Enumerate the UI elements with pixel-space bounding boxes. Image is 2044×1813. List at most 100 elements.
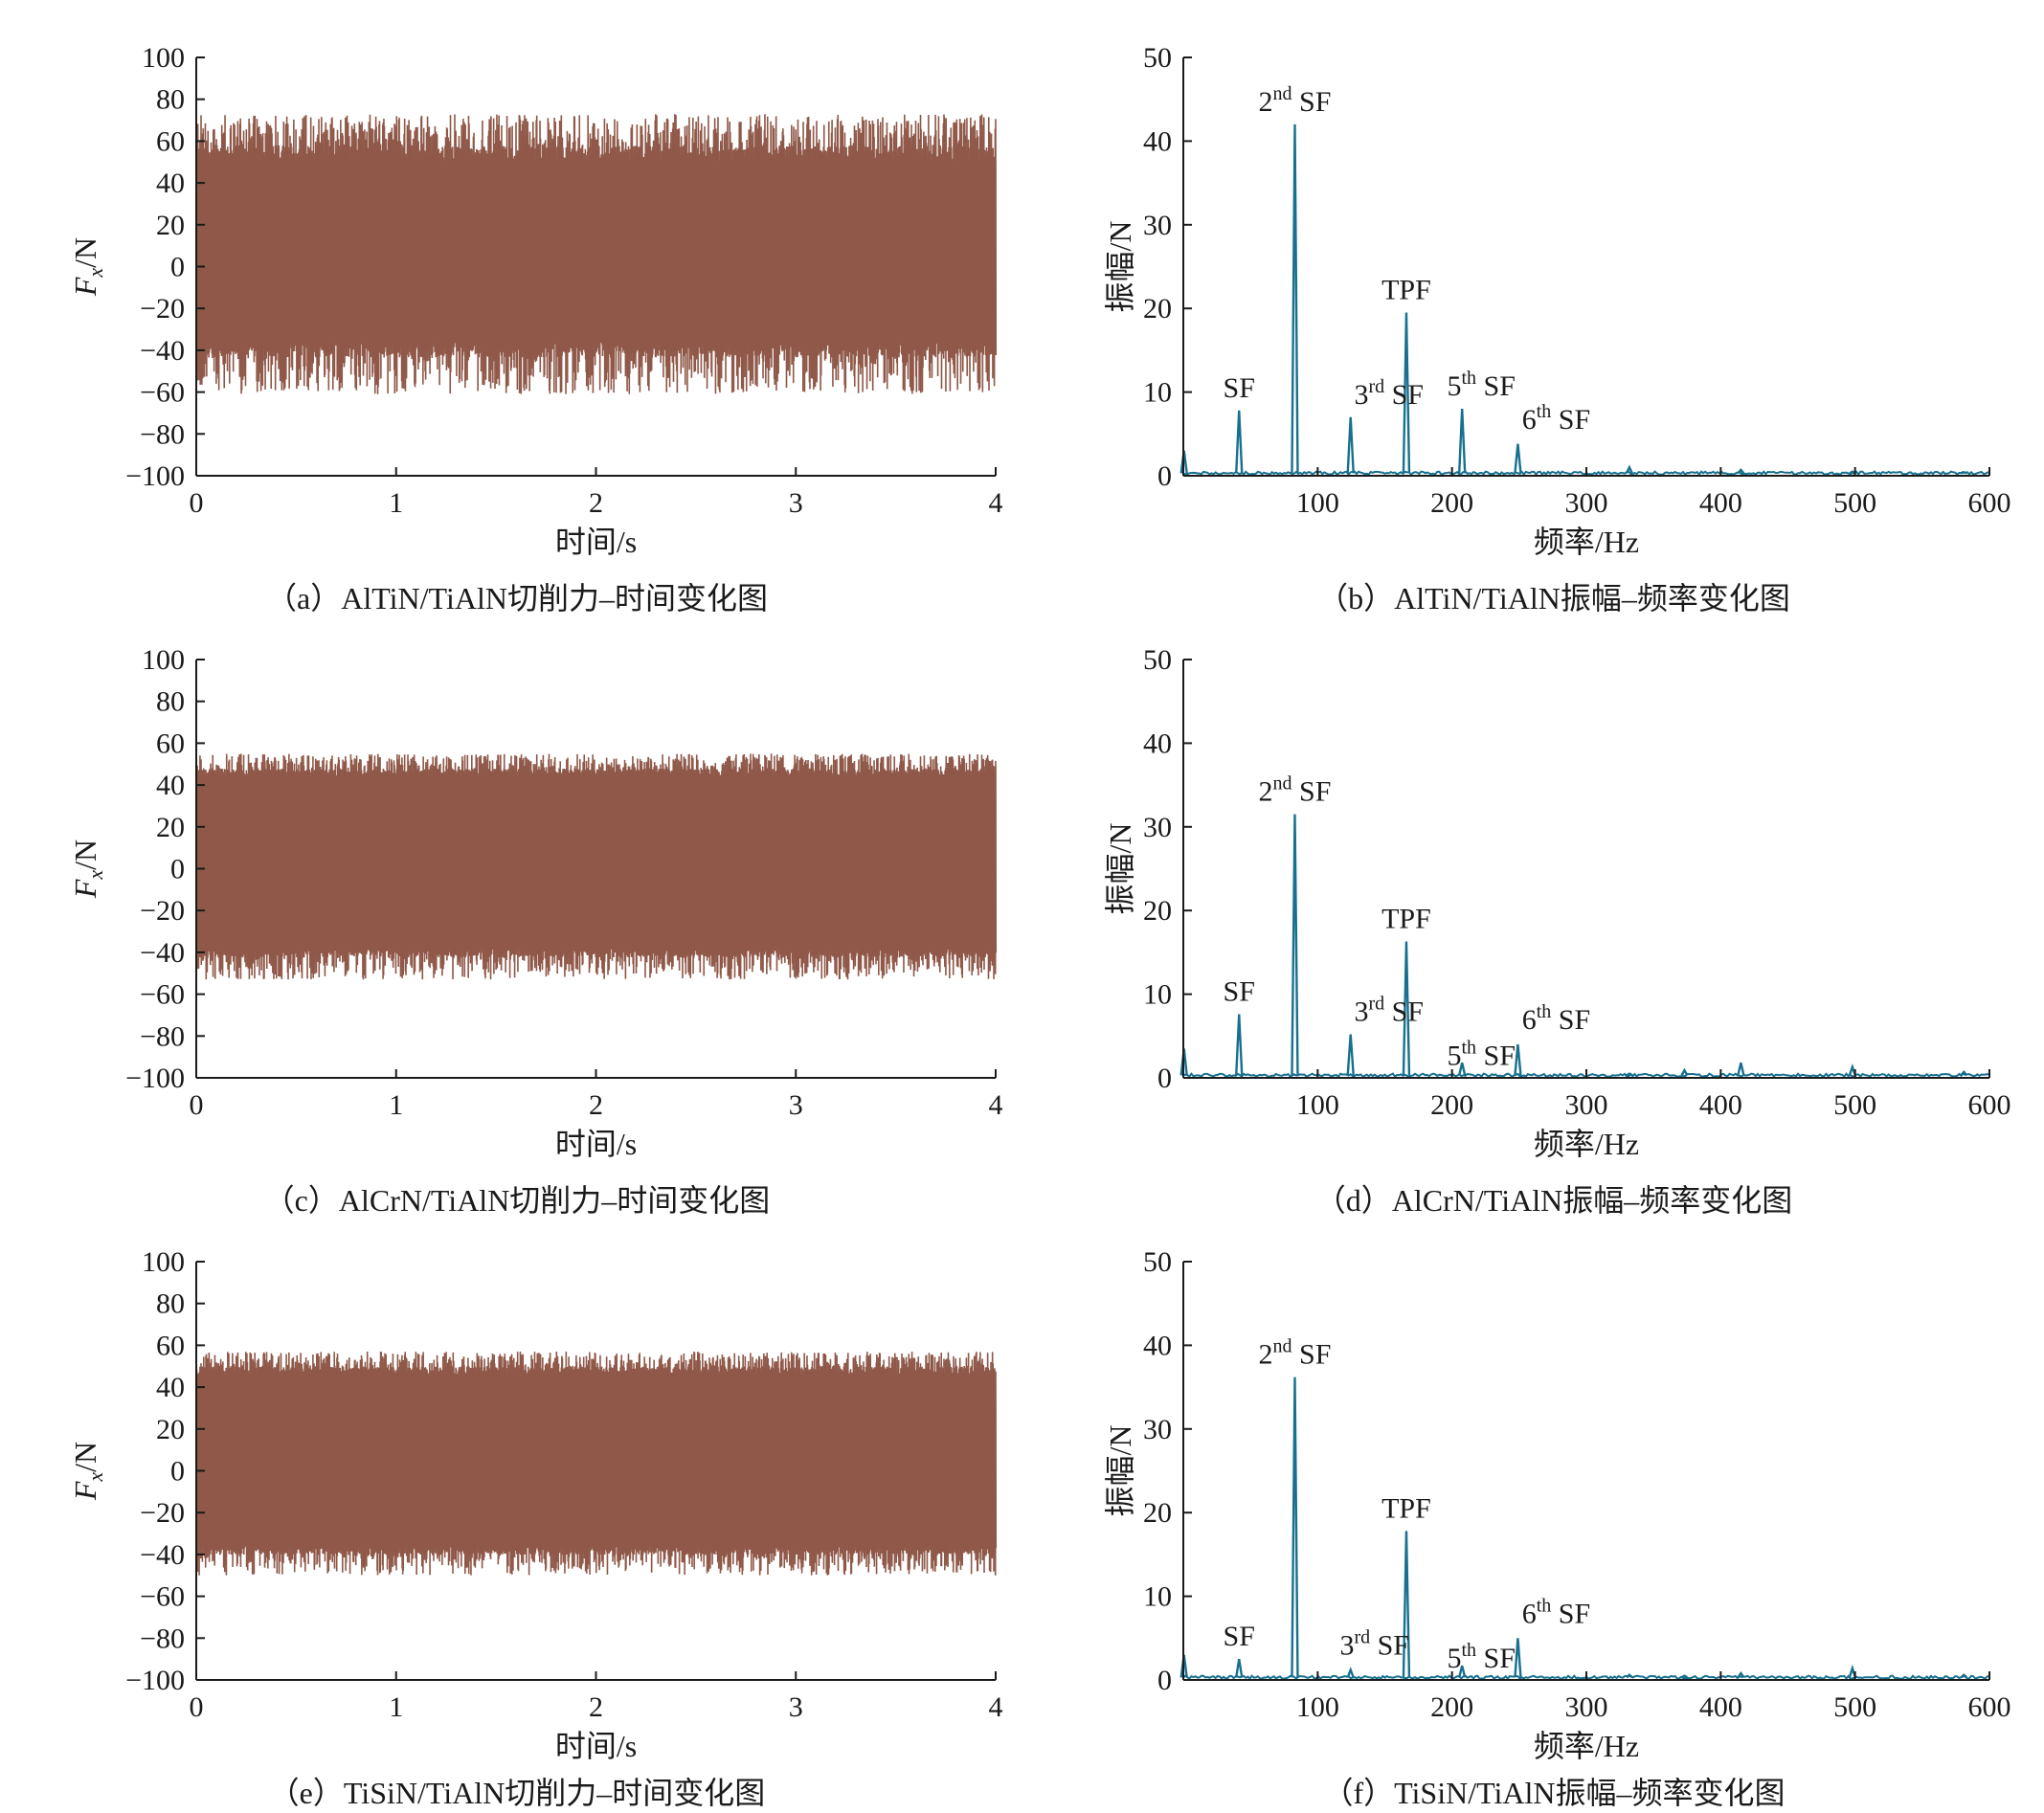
y-axis-label: 振幅/N [1103,1424,1137,1516]
y-tick-label: −100 [125,1063,185,1094]
x-tick-label: 3 [789,1691,803,1723]
y-tick-label: 20 [1143,293,1172,325]
spectrum-peak [1680,1674,1689,1679]
x-axis-label: 频率/Hz [1534,1729,1639,1763]
spectrum-peak [1626,1673,1633,1679]
y-tick-label: −100 [125,1665,185,1696]
spectrum-peak [1235,1658,1244,1678]
x-tick-label: 500 [1833,1089,1876,1121]
peak-annotation: 6th SF [1522,1595,1590,1629]
x-tick-label: 100 [1296,1691,1339,1723]
peak-annotation: 3rd SF [1354,994,1424,1028]
y-tick-label: 40 [1143,125,1172,157]
y-tick-label: −40 [140,1539,185,1571]
x-tick-label: 3 [789,1089,803,1121]
y-tick-label: 50 [1143,644,1172,676]
force-time-trace [195,114,998,394]
peak-annotation: 6th SF [1522,401,1590,436]
chart-b-svg: 0 10 20 30 40 50 100 200 300 400 500 600 频率/Hz 振幅/N SF… [1103,42,2011,559]
y-tick-label: 0 [170,1456,185,1488]
spectrum-peak [1235,1014,1244,1076]
x-tick-label: 400 [1699,1691,1742,1723]
panel-e-force-time: 100 80 60 40 20 0 −20 −40 −60 −80 −100 0 1 2 3 4 时间/s Fx/… [0,1204,1022,1810]
y-tick-label: 0 [1157,1063,1172,1094]
spectrum-peak [1402,1531,1411,1678]
spectrum-peak [1457,409,1467,474]
x-tick-label: 2 [589,1691,603,1723]
y-tick-label: 80 [156,686,185,718]
x-tick-label: 1 [389,1089,403,1121]
y-tick-label: 0 [170,854,185,885]
y-tick-label: 10 [1143,1581,1172,1613]
y-tick-label: 40 [1143,727,1172,759]
spectrum-peak [1737,1063,1745,1076]
x-tick-label: 500 [1833,487,1876,519]
force-time-trace [195,753,998,980]
x-axis-label: 频率/Hz [1534,525,1639,559]
y-tick-label: −40 [140,937,185,969]
y-tick-label: 40 [156,770,185,801]
x-tick-label: 600 [1968,1089,2011,1121]
y-tick-label: 80 [156,84,185,116]
peak-annotation: 5th SF [1447,368,1515,402]
y-tick-label: 100 [142,644,185,676]
caption-e: （e）TiSiN/TiAlN切削力–时间变化图 [268,1776,766,1810]
x-tick-label: 4 [989,1089,1003,1121]
x-tick-label: 100 [1296,1089,1339,1121]
y-tick-label: −100 [125,460,185,492]
y-tick-label: 40 [156,168,185,199]
x-tick-label: 300 [1565,1691,1608,1723]
y-tick-label: 40 [1143,1330,1172,1361]
x-axis-label: 时间/s [555,525,637,559]
x-tick-label: 300 [1565,1089,1608,1121]
x-tick-label: 600 [1968,1691,2011,1723]
y-tick-label: 0 [1157,460,1172,492]
spectrum-peak [1402,312,1411,474]
x-tick-label: 2 [589,1089,603,1121]
x-tick-label: 0 [190,1691,204,1723]
spectrum-peak [1458,1063,1467,1076]
y-tick-label: −60 [140,377,185,409]
y-tick-label: 20 [1143,1497,1172,1529]
spectrum-peak [1625,464,1633,474]
x-axis-label: 频率/Hz [1534,1127,1639,1161]
x-tick-label: 0 [190,487,204,519]
panel-f-amplitude-frequency: 0 10 20 30 40 50 100 200 300 400 500 600 频率/Hz 振幅/N SF… [1022,1204,2044,1810]
panel-a-force-time: 100 80 60 40 20 0 −20 −40 −60 −80 −100 0 1 2 3 4 时间/s Fx/… [0,0,1022,616]
y-tick-label: 60 [156,125,185,157]
peak-annotation: 2nd SF [1259,83,1332,118]
x-tick-label: 600 [1968,487,2011,519]
y-tick-label: −80 [140,1623,185,1654]
spectrum-peak [1514,1638,1522,1678]
chart-f-svg: 0 10 20 30 40 50 100 200 300 400 500 600 频率/Hz 振幅/N SF… [1103,1246,2011,1763]
x-tick-label: 1 [389,487,403,519]
peak-annotation: 2nd SF [1259,1336,1332,1371]
panel-b-amplitude-frequency: 0 10 20 30 40 50 100 200 300 400 500 600 频率/Hz 振幅/N SF… [1022,0,2044,616]
spectrum-peak [1346,1667,1355,1678]
x-tick-label: 200 [1430,487,1473,519]
spectrum-peak [1960,1070,1968,1077]
y-axis-label: Fx/N [68,1442,107,1501]
spectrum-peak [1737,468,1745,475]
y-tick-label: 20 [1143,895,1172,927]
y-tick-label: −60 [140,979,185,1011]
spectrum-peak [1458,1665,1467,1678]
peak-annotation: TPF [1381,1492,1431,1524]
x-tick-label: 4 [989,1691,1003,1723]
y-tick-label: −80 [140,1020,185,1052]
caption-a: （a）AlTiN/TiAlN切削力–时间变化图 [266,581,768,616]
spectrum-peak [1514,1043,1522,1076]
y-tick-label: 20 [156,1414,185,1445]
chart-d-svg: 0 10 20 30 40 50 100 200 300 400 500 600 频率/Hz 振幅/N SF… [1103,644,2011,1161]
x-axis-label: 时间/s [555,1729,637,1763]
caption-c: （c）AlCrN/TiAlN切削力–时间变化图 [263,1183,771,1218]
y-tick-label: 50 [1143,1246,1172,1278]
x-tick-label: 200 [1430,1691,1473,1723]
x-tick-label: 100 [1296,487,1339,519]
y-axis-label: 振幅/N [1103,220,1137,312]
spectrum-peak [1291,1377,1299,1678]
x-tick-label: 400 [1699,1089,1742,1121]
peak-annotation: SF [1224,1621,1255,1652]
